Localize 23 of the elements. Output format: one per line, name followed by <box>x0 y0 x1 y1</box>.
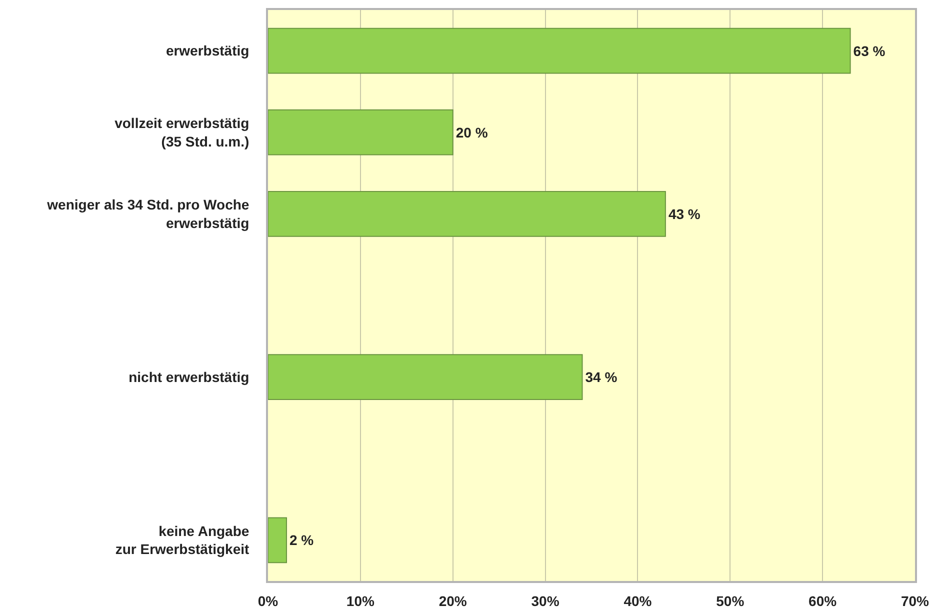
x-tick-label: 40% <box>624 592 652 609</box>
bar <box>268 191 666 237</box>
bar <box>268 109 454 156</box>
bar <box>268 354 583 400</box>
x-tick-label: 0% <box>258 592 279 609</box>
x-tick-label: 70% <box>900 592 930 609</box>
y-tick-label: keine Angabe zur Erwerbstätigkeit <box>115 523 250 558</box>
data-label: 20 % <box>456 124 488 140</box>
x-tick-label: 50% <box>716 592 745 609</box>
x-tick-label: 10% <box>346 592 375 609</box>
y-tick-label: nicht erwerbstätig <box>128 368 250 385</box>
data-label: 43 % <box>668 206 701 222</box>
data-label: 63 % <box>853 42 886 59</box>
data-label: 34 % <box>585 369 618 386</box>
x-tick-label: 60% <box>808 592 838 609</box>
x-tick-label: 30% <box>531 592 560 609</box>
y-tick-label: vollzeit erwerbstätig (35 Std. u.m.) <box>114 115 250 150</box>
y-tick-label: weniger als 34 Std. pro Woche erwerbstätig <box>46 196 250 231</box>
y-tick-label: erwerbstätig <box>166 42 250 59</box>
bar <box>268 28 851 74</box>
x-tick-label: 20% <box>438 592 468 609</box>
bar <box>268 517 287 564</box>
data-label: 2 % <box>289 532 314 548</box>
